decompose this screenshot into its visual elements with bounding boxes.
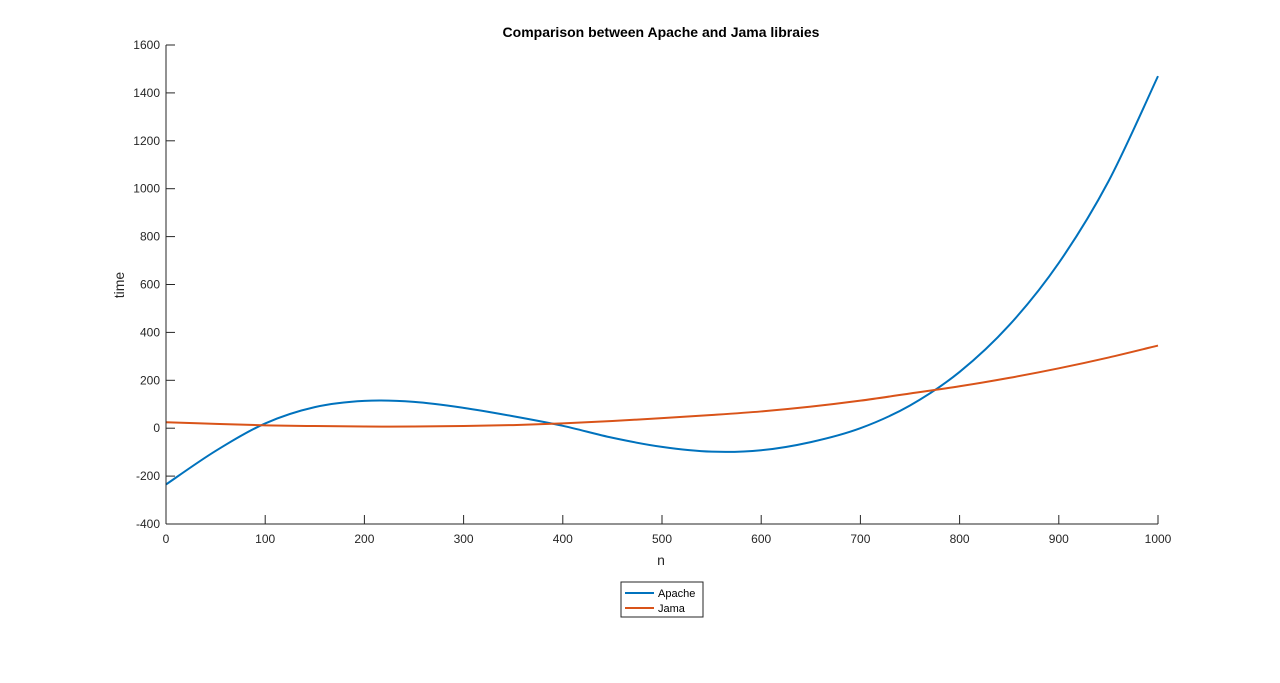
y-tick-label: 1400 xyxy=(133,86,160,100)
x-tick-label: 700 xyxy=(850,532,870,546)
y-axis-label: time xyxy=(111,272,127,299)
y-tick-label: 200 xyxy=(140,373,160,387)
y-tick-label: 600 xyxy=(140,278,160,292)
legend: Apache Jama xyxy=(620,581,704,618)
x-tick-label: 800 xyxy=(950,532,970,546)
x-tick-label: 1000 xyxy=(1145,532,1172,546)
axes xyxy=(165,45,1158,525)
x-tick-label: 500 xyxy=(652,532,672,546)
y-tick-label: -200 xyxy=(136,469,160,483)
x-tick-label: 300 xyxy=(454,532,474,546)
x-tick-label: 400 xyxy=(553,532,573,546)
x-tick-label: 600 xyxy=(751,532,771,546)
y-tick-label: 0 xyxy=(153,421,160,435)
x-tick-label: 100 xyxy=(255,532,275,546)
y-tick-label: 1600 xyxy=(133,38,160,52)
x-tick-label: 200 xyxy=(354,532,374,546)
series-line-jama xyxy=(165,344,1159,428)
x-tick-label: 0 xyxy=(163,532,170,546)
series-line-apache xyxy=(165,75,1159,486)
x-tick-label: 900 xyxy=(1049,532,1069,546)
legend-label-apache: Apache xyxy=(658,588,695,600)
plot-area xyxy=(165,75,1159,486)
y-tick-label: 800 xyxy=(140,230,160,244)
y-tick-label: 400 xyxy=(140,325,160,339)
legend-box xyxy=(620,581,704,618)
y-tick-label: -400 xyxy=(136,517,160,531)
y-tick-label: 1200 xyxy=(133,134,160,148)
x-axis-label: n xyxy=(657,552,665,568)
legend-label-jama: Jama xyxy=(658,603,686,615)
chart-title: Comparison between Apache and Jama libra… xyxy=(503,24,820,40)
y-tick-label: 1000 xyxy=(133,182,160,196)
ticks: 0 100 200 300 400 500 600 700 800 900 1000 -400 -200… xyxy=(133,38,1171,546)
